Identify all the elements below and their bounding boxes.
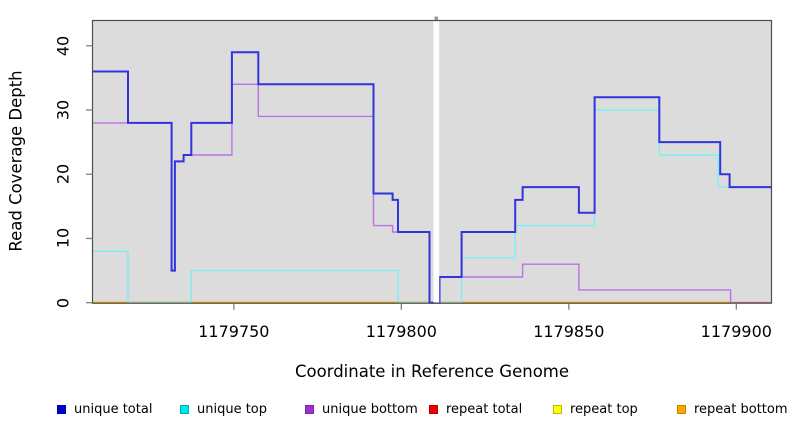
x-axis-title: Coordinate in Reference Genome: [294, 362, 570, 381]
x-tick-label: 1179850: [533, 322, 605, 341]
y-axis-title: Read Coverage Depth: [6, 70, 26, 252]
legend-swatch-icon: [305, 404, 314, 414]
legend-item-repeat-bottom: repeat bottom: [677, 401, 788, 417]
x-tick-label: 1179800: [365, 322, 437, 341]
legend-label: repeat total: [446, 401, 523, 417]
legend-label: repeat top: [570, 401, 638, 417]
y-tick-label: 20: [53, 164, 73, 185]
legend-swatch-icon: [553, 404, 562, 414]
y-tick-label: 0: [53, 297, 73, 308]
x-tick-label: 1179750: [198, 322, 270, 341]
legend-item-unique-top: unique top: [180, 401, 268, 417]
plot-border: [91, 19, 773, 304]
legend-label: unique top: [197, 401, 268, 417]
series-line-unique-total: [92, 51, 772, 304]
gap-top-mark: [434, 16, 438, 21]
legend-swatch-icon: [677, 404, 686, 414]
legend-label: unique total: [74, 401, 153, 417]
y-tick-label: 40: [53, 35, 73, 56]
x-tick-label: 1179900: [700, 322, 772, 341]
coverage-gap-band: [433, 21, 440, 303]
y-tick-label: 30: [53, 99, 73, 121]
plot-area: [92, 20, 772, 304]
y-tick-label: 10: [53, 228, 73, 249]
legend-item-repeat-total: repeat total: [429, 401, 523, 417]
legend-label: repeat bottom: [694, 401, 788, 417]
legend-swatch-icon: [429, 404, 438, 414]
legend-item-repeat-top: repeat top: [553, 401, 638, 417]
legend-item-unique-total: unique total: [57, 401, 153, 417]
legend-label: unique bottom: [322, 401, 418, 417]
legend-item-unique-bottom: unique bottom: [305, 401, 418, 417]
legend-swatch-icon: [57, 404, 66, 414]
legend-swatch-icon: [180, 404, 189, 414]
